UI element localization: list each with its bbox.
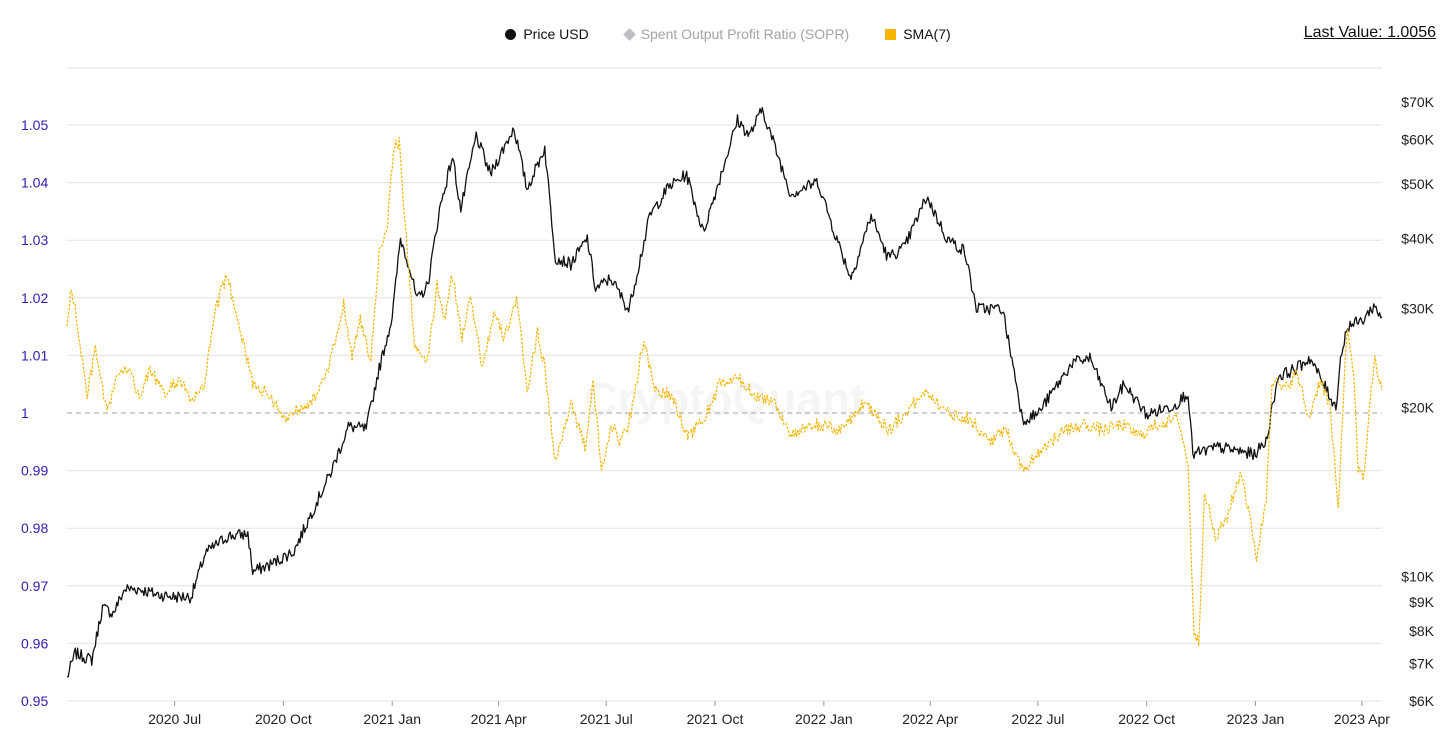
watermark-text: CryptoQuant — [584, 373, 865, 425]
y-left-tick-label: 1.03 — [21, 232, 48, 248]
y-left-tick-label: 0.98 — [21, 520, 48, 536]
chart-legend: Price USD Spent Output Profit Ratio (SOP… — [0, 22, 1456, 46]
y-right-tick-label: $60K — [1401, 132, 1434, 148]
legend-swatch-price — [505, 28, 517, 40]
grid-lines — [67, 67, 1382, 702]
legend-label-sopr: Spent Output Profit Ratio (SOPR) — [640, 26, 850, 42]
y-right-tick-label: $50K — [1401, 176, 1434, 192]
y-right-tick-label: $30K — [1401, 301, 1434, 317]
y-left-tick-label: 1.04 — [21, 175, 48, 191]
x-tick-label: 2022 Oct — [1118, 711, 1175, 727]
y-right-tick-label: $70K — [1401, 94, 1434, 110]
y-right-tick-label: $10K — [1401, 568, 1434, 584]
y-axis-left: 1.05 1.04 1.03 1.02 1.01 1 0.99 0.98 0.97 0.96 0.9… — [21, 117, 48, 709]
series-group — [66, 106, 1383, 678]
y-left-tick-label: 1.05 — [21, 117, 48, 133]
y-left-tick-label: 0.99 — [21, 463, 48, 479]
last-value-readout: Last Value: 1.0056 — [1303, 24, 1436, 41]
y-right-tick-label: $7K — [1409, 655, 1435, 671]
y-right-tick-label: $9K — [1409, 594, 1435, 610]
x-tick-label: 2021 Jan — [363, 711, 421, 727]
legend-item-sopr[interactable]: Spent Output Profit Ratio (SOPR) — [622, 22, 850, 46]
x-tick-label: 2023 Apr — [1334, 711, 1390, 727]
x-tick-label: 2021 Jul — [580, 711, 633, 727]
y-right-tick-label: $6K — [1409, 693, 1435, 709]
series-price-usd-line — [66, 106, 1383, 678]
x-tick-label: 2023 Jan — [1227, 711, 1285, 727]
legend-label-sma7: SMA(7) — [903, 26, 951, 42]
x-tick-label: 2021 Apr — [471, 711, 527, 727]
y-axis-right: $70K $60K $50K $40K $30K $20K $10K $9K $8K $7K $6K — [1401, 94, 1434, 709]
legend-label-price: Price USD — [523, 26, 589, 42]
series-sma7-line — [66, 136, 1383, 647]
y-right-tick-label: $40K — [1401, 230, 1434, 246]
y-left-tick-label: 0.95 — [21, 693, 48, 709]
x-tick-label: 2020 Oct — [255, 711, 312, 727]
x-axis: 2020 Jul 2020 Oct 2021 Jan 2021 Apr 2021 Jul… — [148, 701, 1390, 727]
y-left-tick-label: 1.02 — [21, 290, 48, 306]
y-left-tick-label: 0.97 — [21, 578, 48, 594]
x-tick-label: 2022 Jan — [795, 711, 853, 727]
y-left-tick-label: 1 — [21, 405, 29, 421]
x-tick-label: 2021 Oct — [687, 711, 744, 727]
x-tick-label: 2022 Jul — [1011, 711, 1064, 727]
legend-item-price-usd[interactable]: Price USD — [505, 22, 589, 46]
y-right-tick-label: $20K — [1401, 399, 1434, 415]
x-tick-label: 2020 Jul — [148, 711, 201, 727]
x-tick-label: 2022 Apr — [902, 711, 958, 727]
y-right-tick-label: $8K — [1409, 623, 1435, 639]
y-left-tick-label: 1.01 — [21, 347, 48, 363]
legend-swatch-sma7 — [885, 28, 897, 40]
legend-item-sma7[interactable]: SMA(7) — [885, 22, 951, 46]
y-left-tick-label: 0.96 — [21, 635, 48, 651]
